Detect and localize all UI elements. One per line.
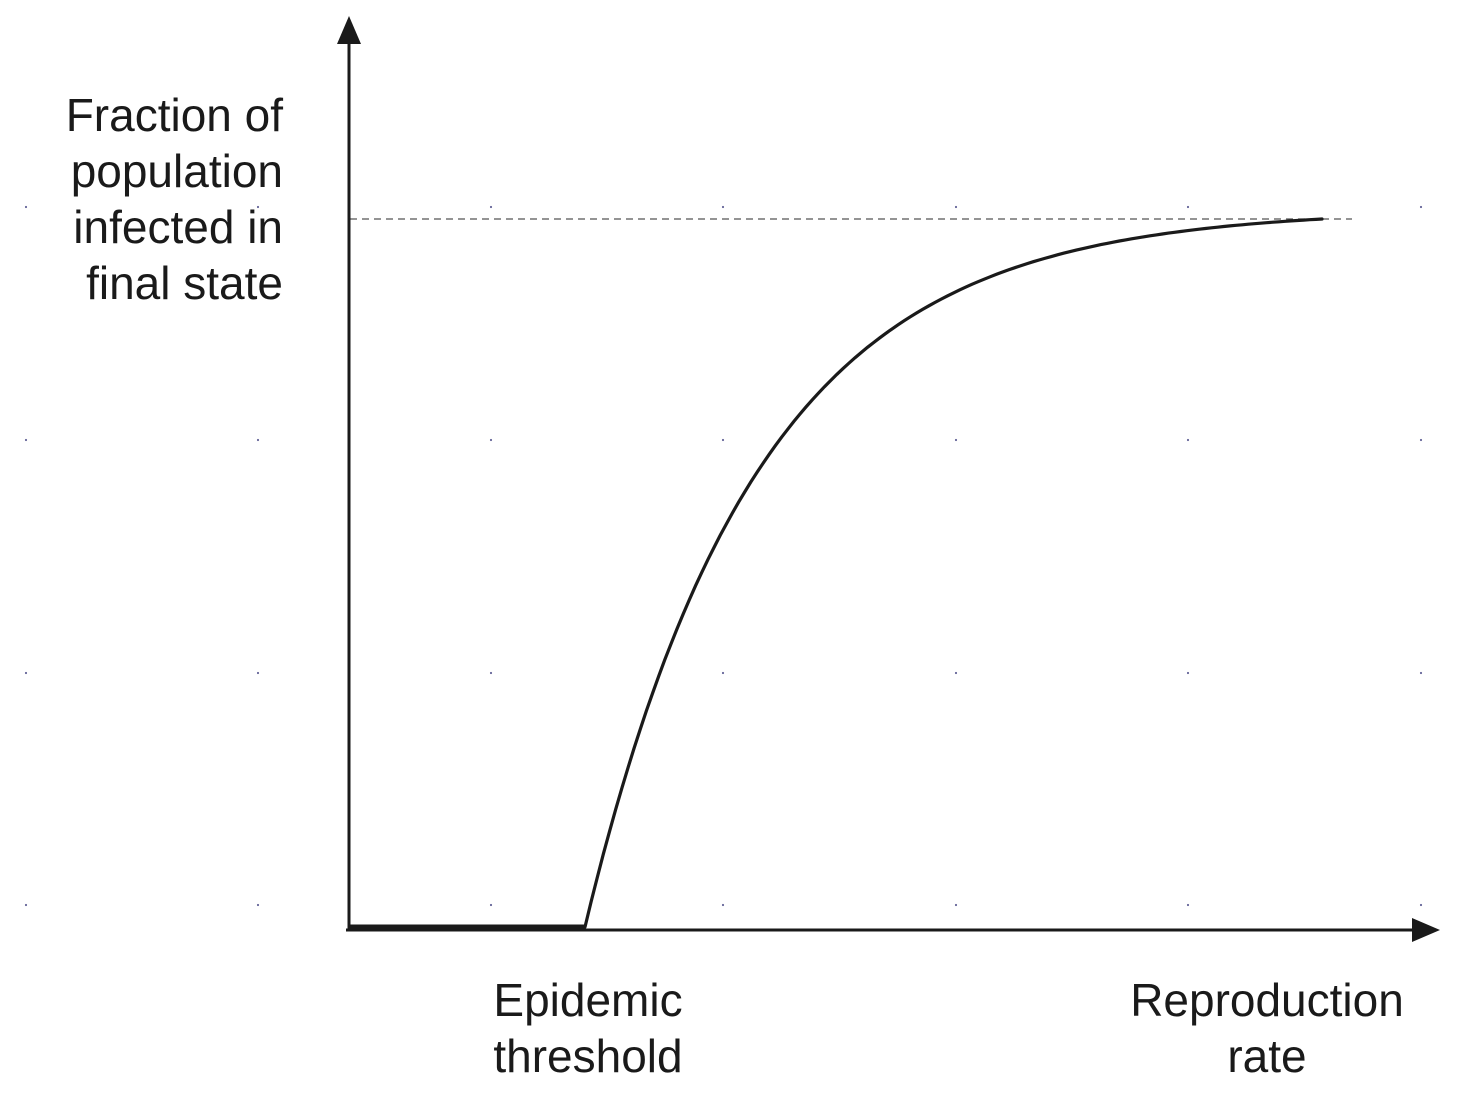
x-axis-label-line-2: rate: [1227, 1030, 1306, 1082]
threshold-label: Epidemic threshold: [493, 974, 682, 1082]
grid-dot: [954, 671, 958, 675]
grid-dot: [721, 671, 725, 675]
grid-dot: [24, 438, 28, 442]
y-axis-label-line-3: infected in: [73, 201, 283, 253]
grid-dot: [489, 205, 493, 209]
y-axis-label-line-4: final state: [86, 257, 283, 309]
grid-dot: [1186, 205, 1190, 209]
grid-dot: [1186, 903, 1190, 907]
grid-dot: [1419, 205, 1423, 209]
grid-dot: [954, 205, 958, 209]
grid-dot: [721, 438, 725, 442]
grid-dot: [954, 438, 958, 442]
grid-dot: [1419, 903, 1423, 907]
grid-dot: [24, 205, 28, 209]
grid-dot: [1186, 438, 1190, 442]
infection-fraction-curve: [583, 217, 1324, 929]
grid-dot: [1419, 671, 1423, 675]
grid-dot: [24, 903, 28, 907]
grid-dot: [489, 903, 493, 907]
grid-dot: [1186, 671, 1190, 675]
grid-dot: [1419, 438, 1423, 442]
x-axis-label-line-1: Reproduction: [1130, 974, 1404, 1026]
grid-dot: [489, 671, 493, 675]
grid-dot: [256, 205, 260, 209]
grid-dot: [954, 903, 958, 907]
grid-dot: [721, 903, 725, 907]
threshold-label-line-1: Epidemic: [493, 974, 682, 1026]
background-dot-grid: [24, 205, 1423, 907]
grid-dot: [256, 438, 260, 442]
grid-dot: [256, 671, 260, 675]
grid-dot: [24, 671, 28, 675]
x-axis-arrowhead: [1412, 918, 1440, 942]
grid-dot: [721, 205, 725, 209]
y-axis-arrowhead: [337, 16, 361, 44]
threshold-label-line-2: threshold: [493, 1030, 682, 1082]
grid-dot: [256, 903, 260, 907]
x-axis-label: Reproduction rate: [1130, 974, 1404, 1082]
y-axis-label: Fraction of population infected in final…: [66, 89, 284, 309]
y-axis-label-line-2: population: [71, 145, 283, 197]
y-axis-label-line-1: Fraction of: [66, 89, 284, 141]
grid-dot: [489, 438, 493, 442]
